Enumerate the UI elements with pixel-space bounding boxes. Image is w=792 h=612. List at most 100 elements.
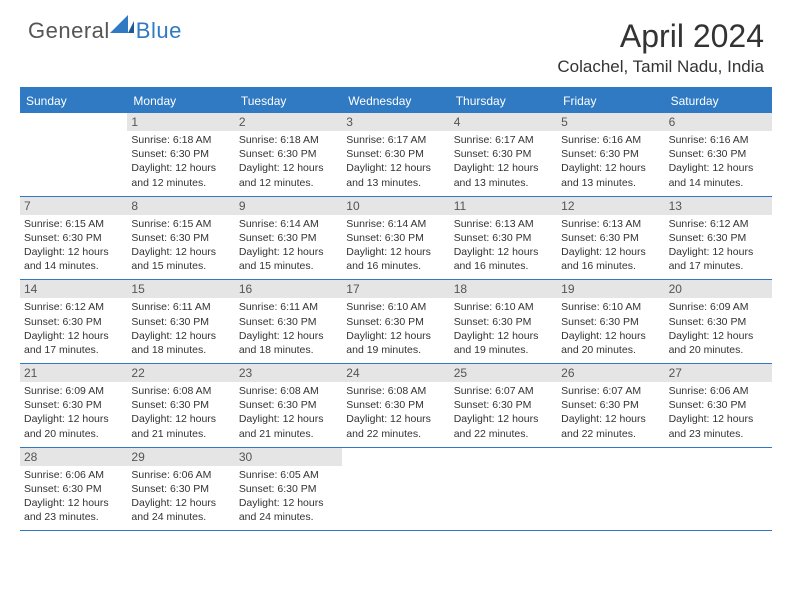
sunrise-line: Sunrise: 6:17 AM (454, 133, 553, 147)
day-cell: 22Sunrise: 6:08 AMSunset: 6:30 PMDayligh… (127, 364, 234, 447)
sunrise-line: Sunrise: 6:10 AM (561, 300, 660, 314)
sunset-line: Sunset: 6:30 PM (24, 398, 123, 412)
sunrise-line: Sunrise: 6:08 AM (239, 384, 338, 398)
day-cell: 30Sunrise: 6:05 AMSunset: 6:30 PMDayligh… (235, 448, 342, 531)
day-number: 25 (450, 364, 557, 382)
sunset-line: Sunset: 6:30 PM (131, 147, 230, 161)
day-cell: 5Sunrise: 6:16 AMSunset: 6:30 PMDaylight… (557, 113, 664, 196)
day-cell: 14Sunrise: 6:12 AMSunset: 6:30 PMDayligh… (20, 280, 127, 363)
daylight-line: Daylight: 12 hours and 19 minutes. (346, 329, 445, 357)
dow-cell: Friday (557, 89, 664, 113)
sunset-line: Sunset: 6:30 PM (131, 231, 230, 245)
day-cell: 15Sunrise: 6:11 AMSunset: 6:30 PMDayligh… (127, 280, 234, 363)
day-number: 9 (235, 197, 342, 215)
sunrise-line: Sunrise: 6:06 AM (131, 468, 230, 482)
day-cell: 17Sunrise: 6:10 AMSunset: 6:30 PMDayligh… (342, 280, 449, 363)
sunrise-line: Sunrise: 6:14 AM (239, 217, 338, 231)
daylight-line: Daylight: 12 hours and 13 minutes. (561, 161, 660, 189)
sunset-line: Sunset: 6:30 PM (24, 231, 123, 245)
sunrise-line: Sunrise: 6:17 AM (346, 133, 445, 147)
day-cell: 21Sunrise: 6:09 AMSunset: 6:30 PMDayligh… (20, 364, 127, 447)
day-number: 27 (665, 364, 772, 382)
sunrise-line: Sunrise: 6:05 AM (239, 468, 338, 482)
sunrise-line: Sunrise: 6:07 AM (561, 384, 660, 398)
sunset-line: Sunset: 6:30 PM (346, 147, 445, 161)
dow-cell: Sunday (20, 89, 127, 113)
sunrise-line: Sunrise: 6:13 AM (454, 217, 553, 231)
day-cell: 8Sunrise: 6:15 AMSunset: 6:30 PMDaylight… (127, 197, 234, 280)
day-cell: 18Sunrise: 6:10 AMSunset: 6:30 PMDayligh… (450, 280, 557, 363)
sunrise-line: Sunrise: 6:06 AM (669, 384, 768, 398)
sunrise-line: Sunrise: 6:10 AM (454, 300, 553, 314)
empty-day (557, 448, 664, 466)
daylight-line: Daylight: 12 hours and 14 minutes. (24, 245, 123, 273)
day-number: 19 (557, 280, 664, 298)
sunrise-line: Sunrise: 6:12 AM (669, 217, 768, 231)
day-cell (450, 448, 557, 531)
daylight-line: Daylight: 12 hours and 22 minutes. (561, 412, 660, 440)
day-number: 28 (20, 448, 127, 466)
day-number: 11 (450, 197, 557, 215)
daylight-line: Daylight: 12 hours and 13 minutes. (346, 161, 445, 189)
sunset-line: Sunset: 6:30 PM (454, 315, 553, 329)
sunset-line: Sunset: 6:30 PM (561, 147, 660, 161)
day-cell: 9Sunrise: 6:14 AMSunset: 6:30 PMDaylight… (235, 197, 342, 280)
sunset-line: Sunset: 6:30 PM (669, 231, 768, 245)
day-number: 7 (20, 197, 127, 215)
daylight-line: Daylight: 12 hours and 23 minutes. (669, 412, 768, 440)
sunrise-line: Sunrise: 6:13 AM (561, 217, 660, 231)
day-number: 26 (557, 364, 664, 382)
title-block: April 2024 Colachel, Tamil Nadu, India (557, 18, 764, 77)
day-cell (557, 448, 664, 531)
day-cell: 6Sunrise: 6:16 AMSunset: 6:30 PMDaylight… (665, 113, 772, 196)
sunset-line: Sunset: 6:30 PM (131, 482, 230, 496)
daylight-line: Daylight: 12 hours and 19 minutes. (454, 329, 553, 357)
week-row: 1Sunrise: 6:18 AMSunset: 6:30 PMDaylight… (20, 113, 772, 197)
dow-cell: Tuesday (235, 89, 342, 113)
daylight-line: Daylight: 12 hours and 18 minutes. (131, 329, 230, 357)
location-text: Colachel, Tamil Nadu, India (557, 57, 764, 77)
day-number: 20 (665, 280, 772, 298)
week-row: 21Sunrise: 6:09 AMSunset: 6:30 PMDayligh… (20, 364, 772, 448)
sunset-line: Sunset: 6:30 PM (239, 147, 338, 161)
day-number: 12 (557, 197, 664, 215)
day-cell: 10Sunrise: 6:14 AMSunset: 6:30 PMDayligh… (342, 197, 449, 280)
daylight-line: Daylight: 12 hours and 20 minutes. (24, 412, 123, 440)
sunrise-line: Sunrise: 6:07 AM (454, 384, 553, 398)
calendar-grid: SundayMondayTuesdayWednesdayThursdayFrid… (20, 87, 772, 531)
logo-text-general: General (28, 18, 110, 44)
daylight-line: Daylight: 12 hours and 16 minutes. (346, 245, 445, 273)
day-cell: 7Sunrise: 6:15 AMSunset: 6:30 PMDaylight… (20, 197, 127, 280)
daylight-line: Daylight: 12 hours and 20 minutes. (669, 329, 768, 357)
day-number: 30 (235, 448, 342, 466)
empty-day (20, 113, 127, 131)
empty-day (342, 448, 449, 466)
sunrise-line: Sunrise: 6:09 AM (24, 384, 123, 398)
sunset-line: Sunset: 6:30 PM (131, 315, 230, 329)
day-cell: 19Sunrise: 6:10 AMSunset: 6:30 PMDayligh… (557, 280, 664, 363)
daylight-line: Daylight: 12 hours and 17 minutes. (24, 329, 123, 357)
day-cell: 13Sunrise: 6:12 AMSunset: 6:30 PMDayligh… (665, 197, 772, 280)
day-cell: 28Sunrise: 6:06 AMSunset: 6:30 PMDayligh… (20, 448, 127, 531)
sunrise-line: Sunrise: 6:18 AM (239, 133, 338, 147)
daylight-line: Daylight: 12 hours and 14 minutes. (669, 161, 768, 189)
day-cell: 29Sunrise: 6:06 AMSunset: 6:30 PMDayligh… (127, 448, 234, 531)
sunrise-line: Sunrise: 6:06 AM (24, 468, 123, 482)
day-of-week-row: SundayMondayTuesdayWednesdayThursdayFrid… (20, 89, 772, 113)
day-cell (665, 448, 772, 531)
day-cell (20, 113, 127, 196)
daylight-line: Daylight: 12 hours and 12 minutes. (131, 161, 230, 189)
week-row: 28Sunrise: 6:06 AMSunset: 6:30 PMDayligh… (20, 448, 772, 532)
day-number: 14 (20, 280, 127, 298)
sunset-line: Sunset: 6:30 PM (239, 398, 338, 412)
sunrise-line: Sunrise: 6:16 AM (669, 133, 768, 147)
dow-cell: Saturday (665, 89, 772, 113)
day-cell: 2Sunrise: 6:18 AMSunset: 6:30 PMDaylight… (235, 113, 342, 196)
day-cell: 25Sunrise: 6:07 AMSunset: 6:30 PMDayligh… (450, 364, 557, 447)
day-cell: 26Sunrise: 6:07 AMSunset: 6:30 PMDayligh… (557, 364, 664, 447)
daylight-line: Daylight: 12 hours and 15 minutes. (239, 245, 338, 273)
sunrise-line: Sunrise: 6:15 AM (131, 217, 230, 231)
sunset-line: Sunset: 6:30 PM (454, 147, 553, 161)
day-number: 29 (127, 448, 234, 466)
sunset-line: Sunset: 6:30 PM (669, 315, 768, 329)
